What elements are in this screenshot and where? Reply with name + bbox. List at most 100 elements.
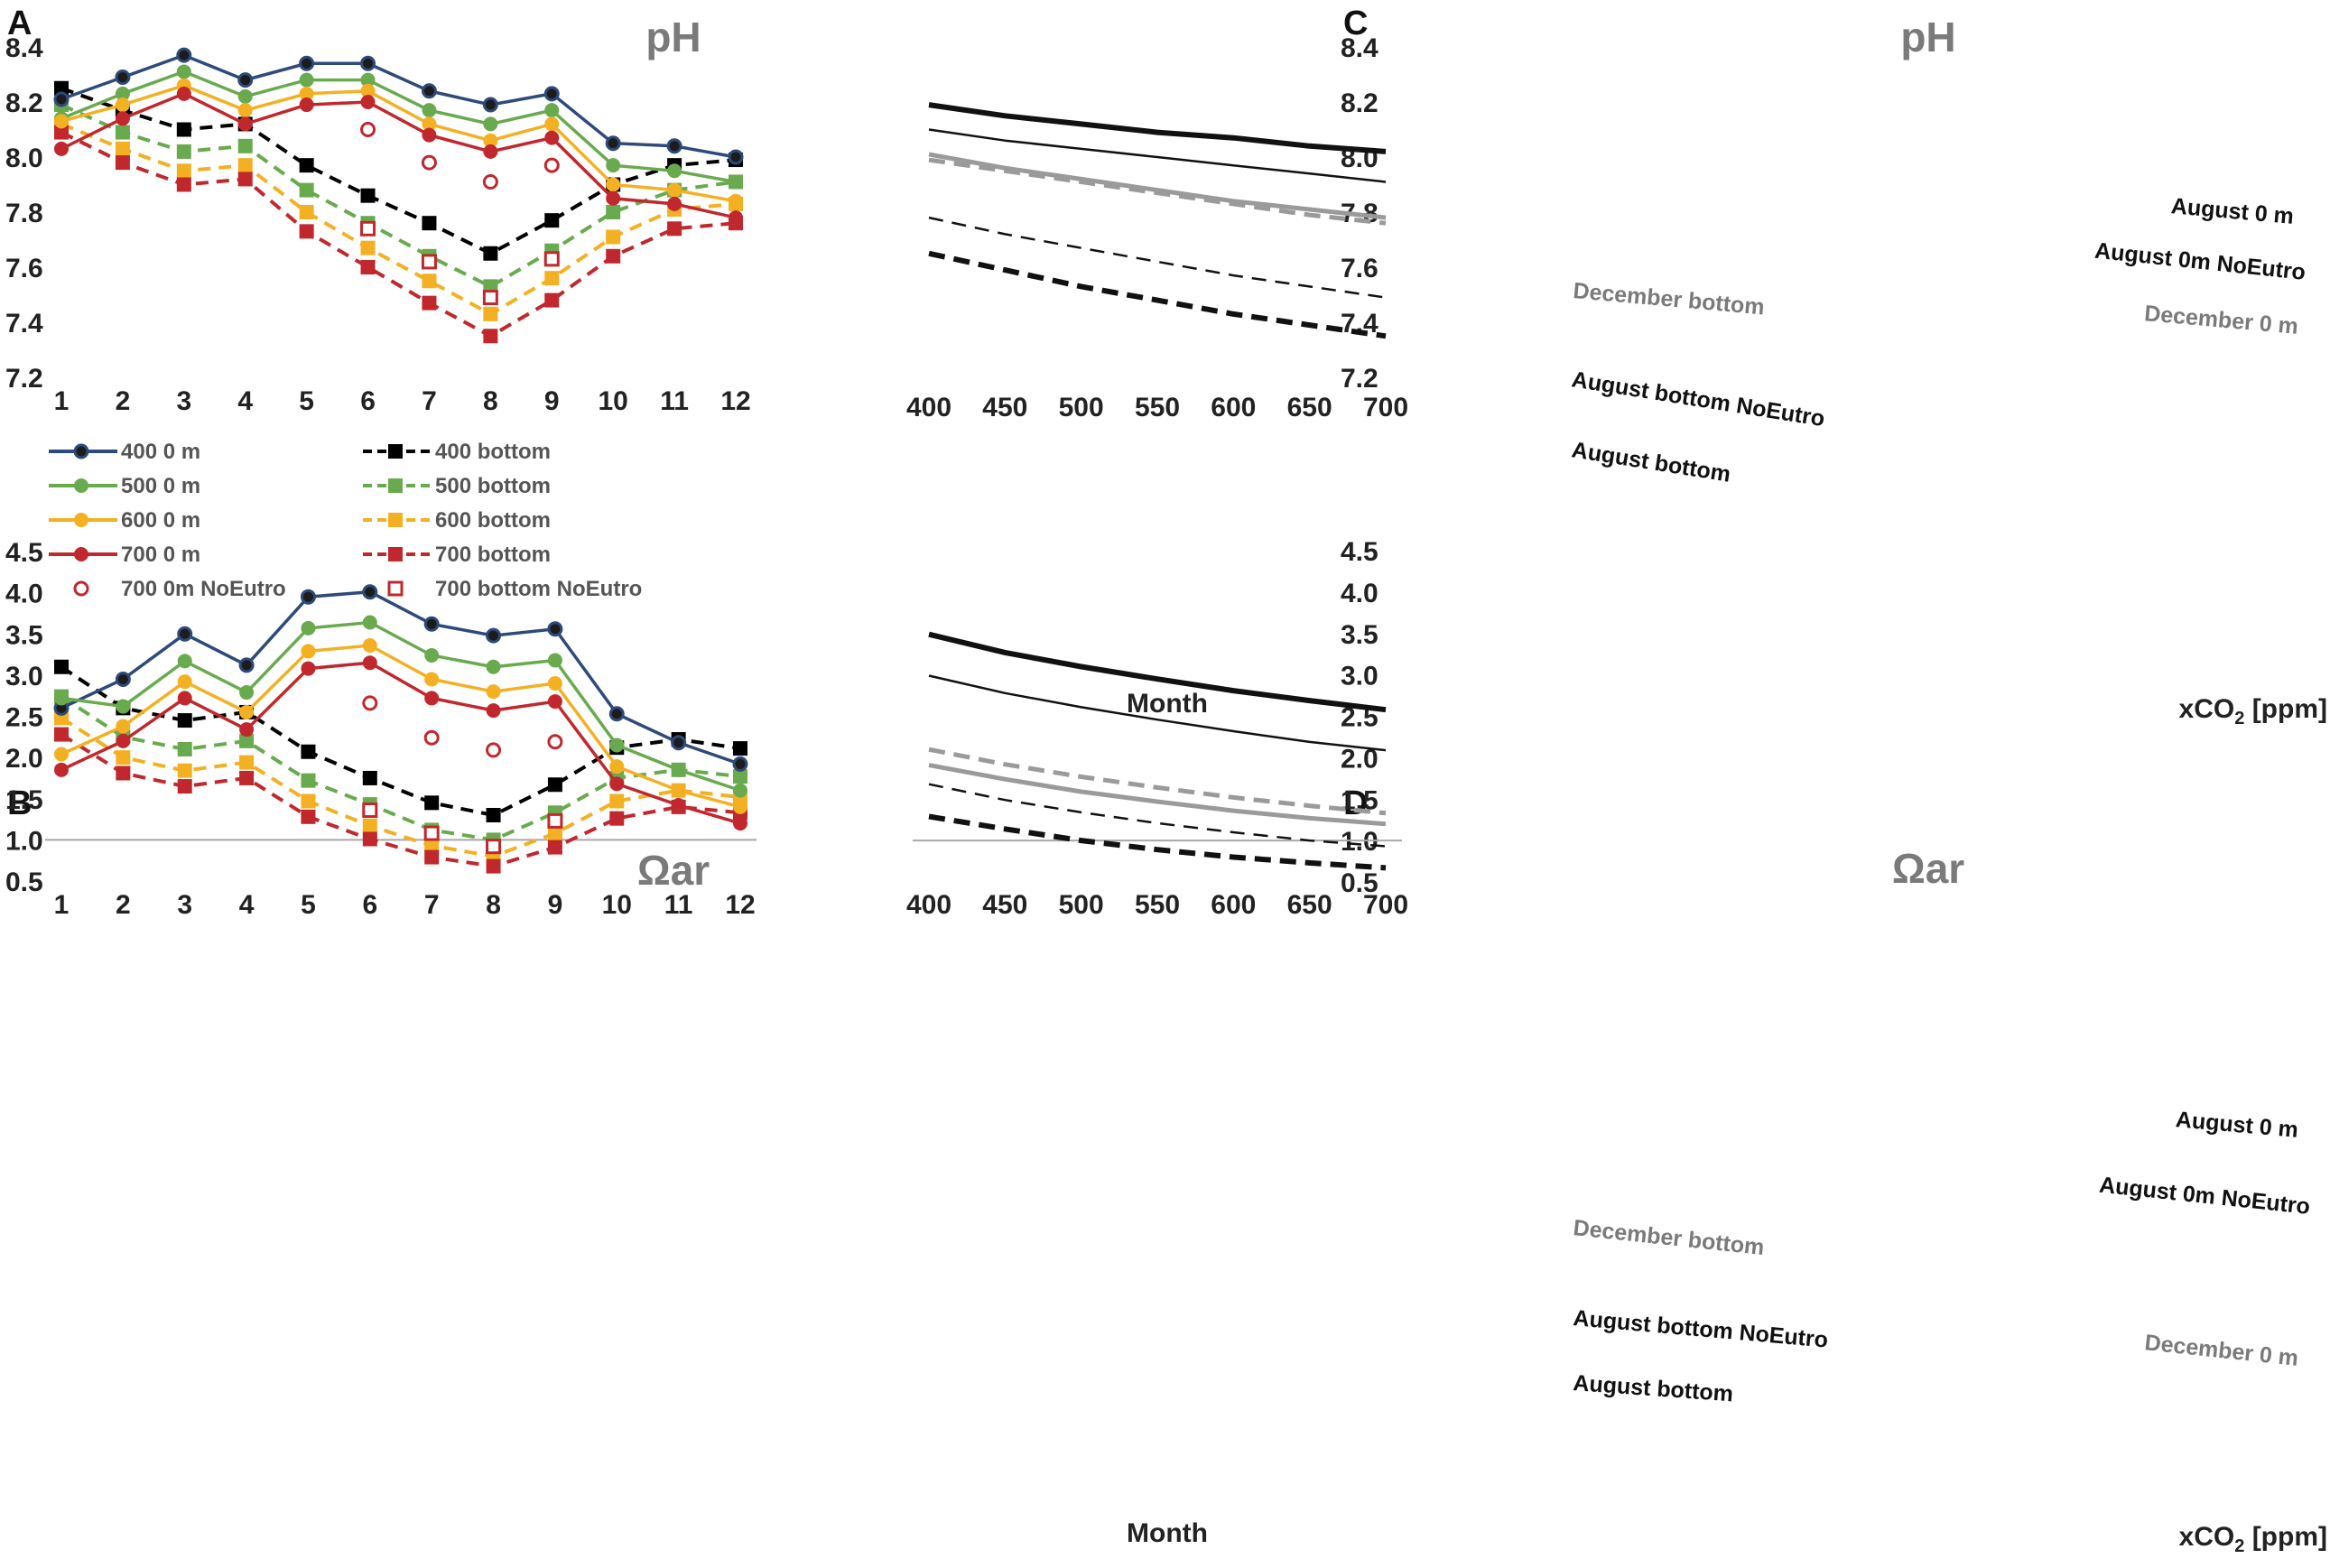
panel-a-legend-500-bottom-swatch-marker	[388, 478, 403, 493]
panel-b-series-700-0-m-point-4	[239, 722, 255, 738]
panel-b-series-500-bottom-point-4	[239, 733, 255, 748]
panel-b-series-600-0-m-point-11	[671, 783, 686, 798]
panel-d-series-december-0-m	[928, 763, 1387, 827]
panel-c-series-december-0-m-line	[928, 152, 1387, 220]
panel-b-series-400-bottom-point-9	[547, 777, 562, 793]
panel-a-series-500-bottom-point-4	[237, 138, 253, 153]
panel-a-series-600-0-m	[54, 78, 743, 209]
panel-d-series-august-0m-noeutro	[928, 674, 1387, 752]
panel-b-series-400-0-m-point-4	[238, 657, 255, 673]
panel-a-series-700-bottom-point-2	[115, 155, 130, 171]
panel-a-series-400-0-m-point-3	[176, 47, 192, 63]
panel-a-series-400-0-m-point-2	[115, 70, 131, 86]
panel-a-legend-400-0-m-label: 400 0 m	[121, 440, 200, 464]
panel-c-annotation-august-0-m: August 0 m	[2170, 193, 2295, 229]
panel-a-ytick-8-2: 8.2	[5, 88, 43, 118]
panel-a-series-600-bottom-point-8	[483, 306, 498, 321]
panel-a-legend-500-0-m-label: 500 0 m	[121, 474, 200, 498]
panel-b-series-600-0-m-point-10	[609, 759, 625, 775]
panel-d-series-august-0-m-line	[928, 631, 1387, 713]
panel-b-series-600-0-m-point-3	[177, 674, 192, 690]
panel-a-series-700-bottom-noeutro-point-9	[543, 251, 560, 267]
panel-b-series-400-bottom-point-6	[362, 770, 377, 785]
panel-b-series-600-bottom-point-7	[424, 838, 440, 853]
panel-b-series-700-bottom-noeutro-point-9	[547, 812, 563, 829]
panel-b-series-400-0-m-point-6	[362, 584, 378, 600]
panel-d-xlabel-sub: 2	[2234, 1536, 2244, 1556]
panel-b-xtick-2: 2	[116, 890, 131, 920]
panel-a-ytick-8-0: 8.0	[5, 144, 43, 173]
panel-b-ytick-3-0: 3.0	[5, 662, 43, 691]
panel-d-ytick-4-0: 4.0	[1341, 579, 1379, 608]
panel-c-annotation-december-0-m: December 0 m	[2143, 301, 2299, 339]
panel-b-ytick-1-0: 1.0	[5, 826, 43, 856]
panel-b-xtick-9: 9	[548, 890, 563, 920]
panel-a-series-600-bottom-point-7	[422, 274, 437, 289]
panel-a-series-400-0-m-point-1	[53, 91, 70, 107]
panel-c-annotations: August 0 m August 0m NoEutro December bott…	[1570, 193, 2307, 487]
panel-a-series-600-0-m-point-1	[54, 114, 69, 129]
panel-a-legend-600-bottom: 600 bottom	[363, 508, 551, 533]
panel-b-ytick-2-5: 2.5	[5, 703, 43, 733]
panel-a-series	[53, 47, 744, 344]
panel-a-xtick-11: 11	[660, 386, 689, 416]
panel-a-ytick-7-8: 7.8	[5, 199, 43, 228]
panel-a-series-700-bottom-noeutro-point-8	[482, 290, 498, 306]
panel-a-legend-400-bottom-swatch-marker	[388, 444, 403, 459]
panel-b-series-600-bottom-point-2	[116, 750, 131, 765]
panel-b-series-700-bottom-noeutro-point-8	[486, 839, 502, 855]
panel-a-series-700-0-m-point-5	[299, 97, 314, 113]
panel-a-series-400-0-m-point-7	[421, 83, 437, 99]
panel-b-series-700-0-m-line	[60, 661, 741, 825]
panel-a-series-700-0-m-line	[60, 91, 737, 219]
panel-c-annotation-august-bottom: August bottom	[1570, 437, 1732, 487]
panel-b-series-600-bottom-point-4	[239, 755, 255, 770]
panel-a-series-700-0-m-point-9	[544, 130, 560, 145]
panel-a-series-700-0m-noeutro-point-9	[543, 157, 560, 173]
panel-a-series-400-bottom-point-5	[299, 158, 314, 173]
panel-c-series-august-0-m-line	[928, 102, 1387, 154]
panel-a-series-600-bottom-point-9	[544, 271, 560, 286]
panel-a-series-700-0-m-point-6	[360, 95, 376, 109]
panel-d-annotation-august-bottom: August bottom	[1573, 1370, 1734, 1406]
panel-a-series-400-bottom-point-1	[54, 80, 69, 96]
panel-d-ytick-3-5: 3.5	[1341, 620, 1379, 650]
panel-a-xtick-1: 1	[54, 386, 70, 416]
panel-c-annotation-august-0m-noeutro: August 0m NoEutro	[2093, 238, 2307, 285]
panel-a-series-600-bottom-point-3	[176, 163, 191, 179]
panel-d-series-august-0m-noeutro-line	[928, 674, 1387, 752]
panel-a-series-400-0-m-point-4	[237, 72, 254, 88]
panel-b-series-500-0-m-point-1	[54, 691, 69, 706]
panel-a-series-700-bottom-point-3	[176, 177, 191, 192]
panel-a-series-500-0-m-point-10	[606, 158, 621, 173]
panel-a-series-600-0-m-line	[60, 83, 737, 203]
panel-b-series-700-bottom-noeutro-point-7	[423, 825, 440, 841]
panel-a-series-400-bottom-point-7	[422, 216, 437, 231]
panel-a-xtick-2: 2	[116, 386, 131, 416]
panel-c-xlabel: xCO2 [ppm]	[2179, 694, 2327, 728]
panel-b-xtick-4: 4	[239, 890, 255, 920]
panel-c-series-august-bottom-line	[928, 250, 1387, 339]
panel-a-series-400-bottom-point-6	[360, 188, 376, 203]
panel-b-series	[45, 584, 757, 874]
panel-a-series-700-0-m	[54, 86, 743, 226]
panel-b-series-700-bottom-point-5	[301, 809, 316, 824]
panel-a-series-700-0-m-point-12	[729, 210, 743, 226]
panel-a-series-600-0-m-point-11	[667, 182, 682, 198]
panel-d-chart: Ωar xCO2 [ppm] 0.51.01.52.02.53.03.54.04…	[906, 537, 2327, 1556]
panel-a-legend-600-bottom-swatch-marker	[388, 513, 403, 527]
panel-c-xlabel-sub: 2	[2234, 709, 2244, 728]
panel-b-series-700-0-m-point-5	[301, 661, 316, 676]
panel-a-legend-600-0-m-label: 600 0 m	[121, 508, 200, 533]
panel-b-series-400-0-m-point-9	[547, 621, 563, 637]
panel-c-series	[928, 102, 1387, 339]
panel-b-xtick-3: 3	[177, 890, 192, 920]
panel-c-ytick-7-2: 7.2	[1341, 364, 1379, 394]
panel-b-series-700-0-m-point-3	[177, 691, 192, 706]
panel-c-series-december-bottom-line	[928, 157, 1387, 226]
panel-d-series-august-0-m	[928, 631, 1387, 713]
panel-a-series-700-bottom-point-8	[483, 329, 498, 344]
panel-b-ytick-3-5: 3.5	[5, 620, 43, 650]
panel-c-series-august-bottom	[928, 250, 1387, 339]
panel-b-series-500-0-m-point-5	[301, 620, 316, 636]
